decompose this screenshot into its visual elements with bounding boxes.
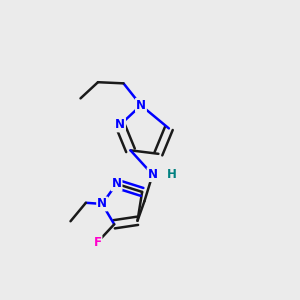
Text: H: H: [167, 168, 176, 181]
Text: N: N: [148, 168, 158, 181]
Text: N: N: [136, 99, 146, 112]
Text: F: F: [94, 236, 101, 249]
Text: N: N: [112, 177, 122, 190]
Text: N: N: [97, 197, 107, 210]
Text: N: N: [115, 118, 125, 131]
